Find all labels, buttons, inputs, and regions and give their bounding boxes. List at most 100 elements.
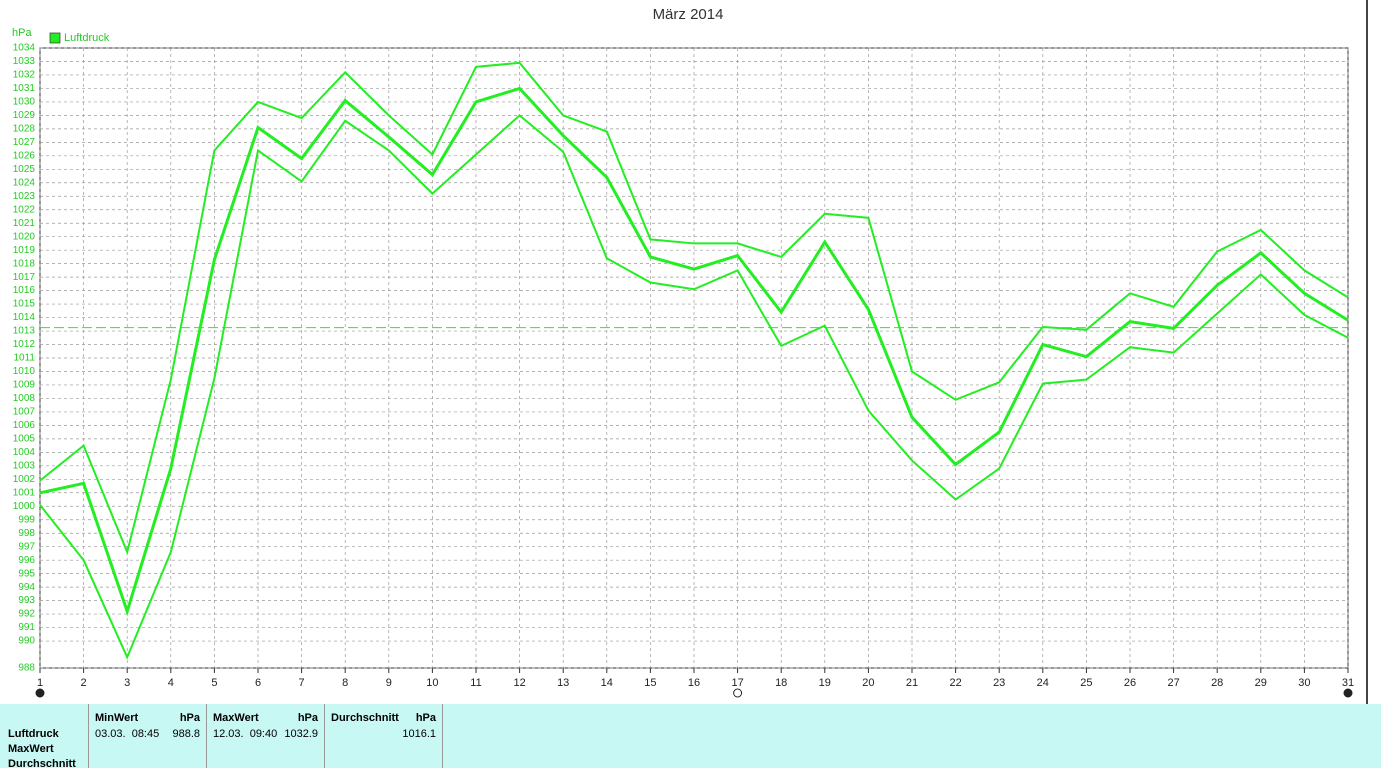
x-tick-label: 16 bbox=[688, 677, 700, 689]
x-tick-label: 6 bbox=[255, 677, 261, 689]
y-tick-label: 1005 bbox=[13, 434, 36, 445]
period-marker bbox=[35, 688, 45, 698]
y-tick-label: 1006 bbox=[13, 420, 36, 431]
y-tick-label: 1033 bbox=[13, 56, 36, 67]
x-tick-label: 1 bbox=[37, 677, 43, 689]
x-tick-label: 3 bbox=[124, 677, 130, 689]
row-label: Luftdruck bbox=[8, 728, 59, 740]
column-header: MaxWert bbox=[213, 712, 259, 724]
y-tick-label: 990 bbox=[18, 636, 35, 647]
y-tick-label: 1019 bbox=[13, 245, 36, 256]
y-tick-label: 1004 bbox=[13, 447, 36, 458]
x-tick-label: 17 bbox=[731, 677, 743, 689]
y-tick-label: 1021 bbox=[13, 218, 36, 229]
y-tick-label: 1011 bbox=[13, 353, 35, 364]
y-tick-label: 1007 bbox=[13, 407, 36, 418]
y-tick-label: 996 bbox=[18, 555, 35, 566]
cell-value: 1016.1 bbox=[402, 728, 436, 740]
y-tick-label: 1001 bbox=[13, 487, 36, 498]
data-line bbox=[39, 114, 1349, 660]
y-tick-label: 993 bbox=[18, 595, 35, 606]
column-unit: hPa bbox=[415, 712, 436, 724]
column: MinWert hPa 03.03. 08:45 988.8 bbox=[88, 704, 207, 768]
column: MaxWert hPa 12.03. 09:40 1032.9 bbox=[206, 704, 325, 768]
column: Durchschnitt hPa 1016.1 bbox=[324, 704, 443, 768]
y-tick-label: 1016 bbox=[13, 285, 36, 296]
summary-table: Luftdruck MaxWert Durchschnitt MinWert h… bbox=[0, 704, 1381, 770]
x-tick-label: 2 bbox=[81, 677, 87, 689]
cell-value: 1032.9 bbox=[284, 728, 318, 740]
y-tick-label: 1008 bbox=[13, 393, 36, 404]
x-tick-label: 25 bbox=[1080, 677, 1092, 689]
x-tick-label: 22 bbox=[949, 677, 961, 689]
y-tick-label: 1026 bbox=[13, 150, 36, 161]
y-tick-label: 1014 bbox=[13, 312, 36, 323]
row-label: MaxWert bbox=[8, 743, 54, 755]
y-tick-label: 1024 bbox=[13, 177, 36, 188]
cell-time: 12.03. 09:40 bbox=[213, 728, 278, 740]
x-tick-label: 21 bbox=[906, 677, 918, 689]
y-tick-label: 1000 bbox=[13, 501, 36, 512]
x-tick-label: 4 bbox=[168, 677, 174, 689]
x-tick-label: 29 bbox=[1255, 677, 1267, 689]
y-tick-label: 1017 bbox=[13, 272, 36, 283]
y-tick-label: 1010 bbox=[13, 366, 36, 377]
y-tick-label: 998 bbox=[18, 528, 35, 539]
y-tick-label: 1034 bbox=[13, 43, 36, 54]
y-tick-label: 1032 bbox=[13, 70, 36, 81]
cell-time: 03.03. 08:45 bbox=[95, 728, 160, 740]
chart: März 2014 hPa 98899099199299399499599699… bbox=[12, 0, 1368, 704]
x-tick-label: 20 bbox=[862, 677, 874, 689]
x-tick-label: 30 bbox=[1298, 677, 1310, 689]
y-tick-label: 1030 bbox=[13, 97, 36, 108]
y-tick-label: 997 bbox=[18, 541, 35, 552]
x-tick-label: 15 bbox=[644, 677, 656, 689]
y-tick-label: 992 bbox=[18, 609, 35, 620]
x-tick-label: 24 bbox=[1037, 677, 1049, 689]
y-tick-label: 1023 bbox=[13, 191, 36, 202]
x-tick-label: 9 bbox=[386, 677, 392, 689]
y-tick-label: 1022 bbox=[13, 204, 36, 215]
row-label: Durchschnitt bbox=[8, 758, 76, 770]
x-tick-label: 26 bbox=[1124, 677, 1136, 689]
y-tick-label: 995 bbox=[18, 568, 35, 579]
y-tick-label: 1009 bbox=[13, 380, 36, 391]
x-tick-label: 14 bbox=[601, 677, 613, 689]
column-unit: hPa bbox=[297, 712, 318, 724]
y-tick-label: 1002 bbox=[13, 474, 36, 485]
y-tick-label: 1012 bbox=[13, 339, 36, 350]
y-tick-label: 1031 bbox=[13, 83, 36, 94]
x-tick-label: 8 bbox=[342, 677, 348, 689]
column-header: MinWert bbox=[95, 712, 139, 724]
y-tick-label: 991 bbox=[18, 622, 35, 633]
y-tick-label: 994 bbox=[18, 582, 35, 593]
cell-value: 988.8 bbox=[172, 728, 200, 740]
y-tick-label: 1015 bbox=[13, 299, 36, 310]
x-tick-label: 7 bbox=[299, 677, 305, 689]
y-axis-label: hPa bbox=[12, 27, 32, 39]
data-line bbox=[39, 86, 1349, 617]
x-tick-label: 11 bbox=[470, 677, 481, 689]
y-tick-label: 999 bbox=[18, 514, 35, 525]
x-tick-label: 23 bbox=[993, 677, 1005, 689]
x-tick-label: 31 bbox=[1342, 677, 1354, 689]
data-line bbox=[39, 61, 1349, 556]
y-tick-label: 1018 bbox=[13, 258, 36, 269]
x-tick-label: 12 bbox=[513, 677, 525, 689]
y-tick-label: 1029 bbox=[13, 110, 36, 121]
y-tick-label: 1020 bbox=[13, 231, 36, 242]
y-tick-label: 1003 bbox=[13, 460, 36, 471]
y-tick-label: 1013 bbox=[13, 326, 36, 337]
y-tick-label: 1027 bbox=[13, 137, 36, 148]
x-tick-label: 13 bbox=[557, 677, 569, 689]
x-tick-label: 10 bbox=[426, 677, 438, 689]
x-tick-label: 28 bbox=[1211, 677, 1223, 689]
legend-label: Luftdruck bbox=[64, 32, 110, 44]
x-tick-label: 5 bbox=[211, 677, 217, 689]
legend-swatch bbox=[49, 32, 61, 44]
chart-title: März 2014 bbox=[653, 6, 724, 23]
x-tick-label: 19 bbox=[819, 677, 831, 689]
y-tick-label: 988 bbox=[18, 663, 35, 674]
period-marker bbox=[733, 688, 743, 698]
